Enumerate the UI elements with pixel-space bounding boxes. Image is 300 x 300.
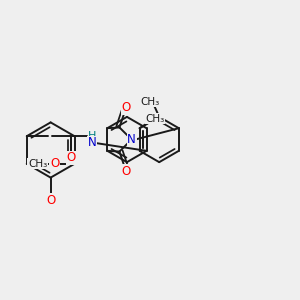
Text: N: N	[88, 136, 97, 149]
Text: O: O	[122, 101, 131, 114]
Text: N: N	[127, 133, 136, 146]
Text: O: O	[66, 151, 76, 164]
Text: CH₃: CH₃	[140, 97, 159, 107]
Text: CH₃: CH₃	[145, 113, 164, 124]
Text: CH₃: CH₃	[28, 159, 47, 169]
Text: O: O	[46, 194, 55, 207]
Text: O: O	[122, 165, 131, 178]
Text: O: O	[50, 157, 59, 170]
Text: H: H	[88, 131, 97, 141]
